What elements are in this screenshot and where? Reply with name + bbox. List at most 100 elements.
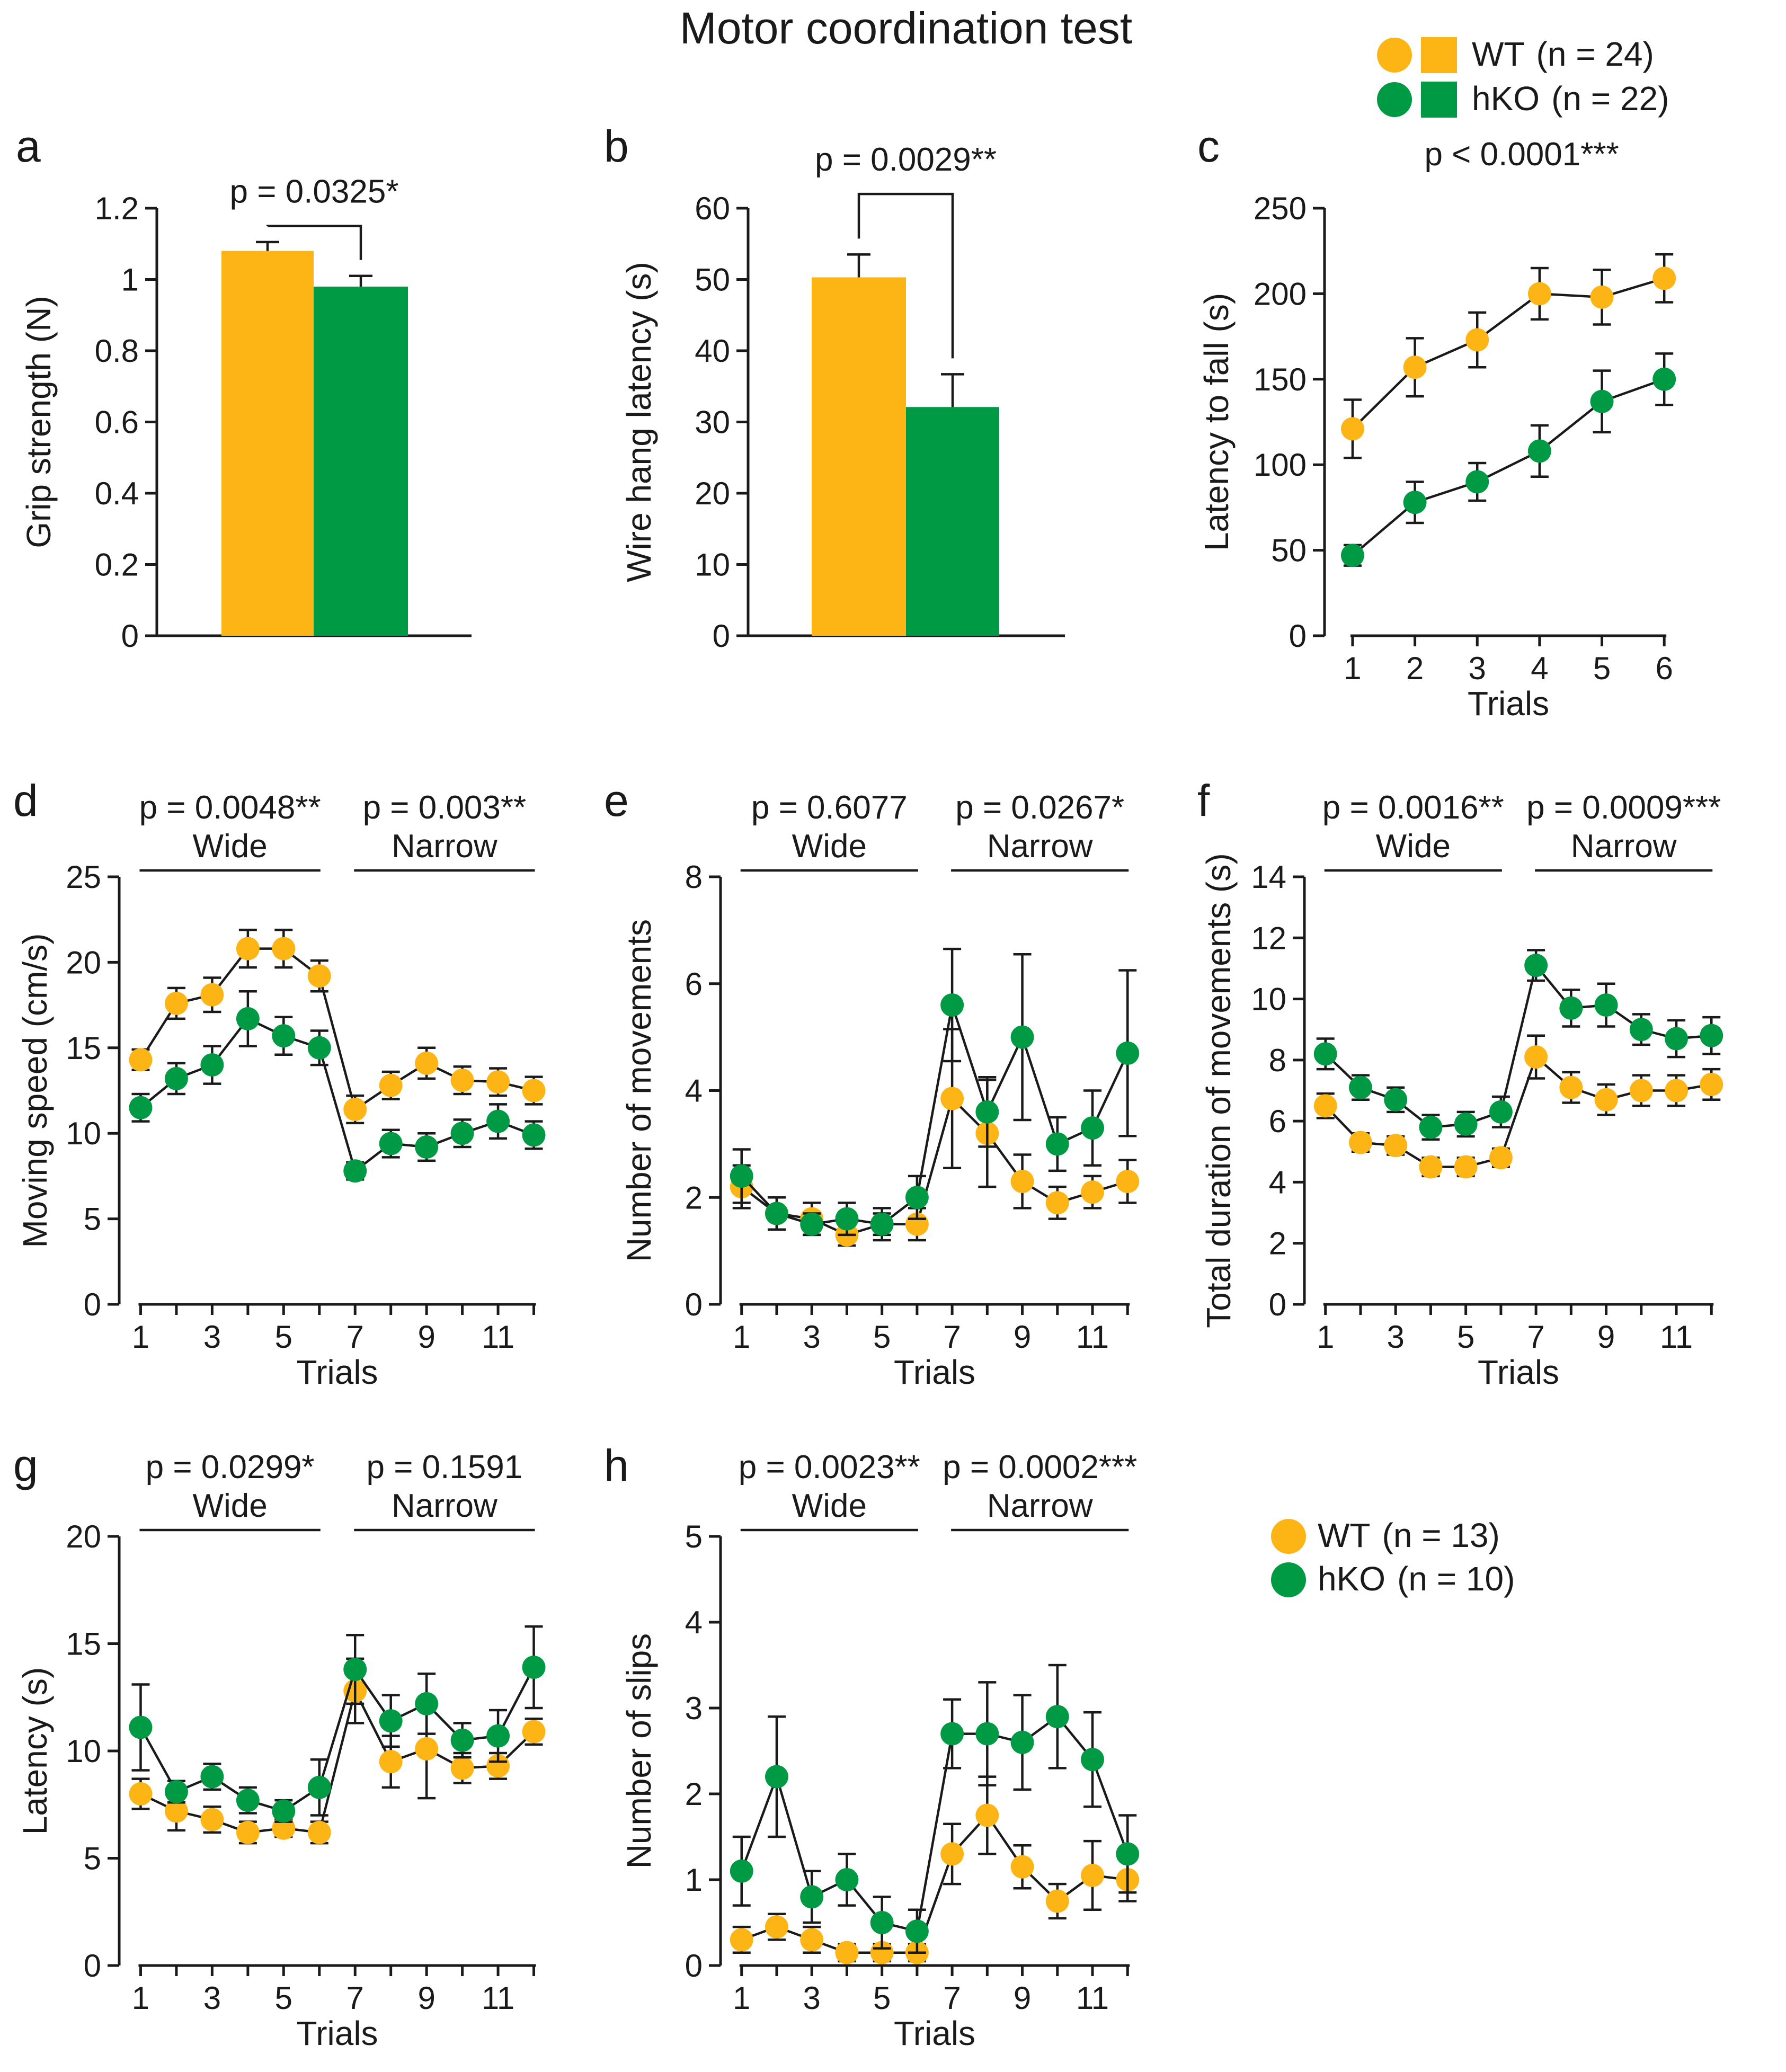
y-tick-label: 50 (695, 262, 730, 298)
bar-hko (906, 407, 999, 636)
legend-marker-circle-wt (1377, 38, 1412, 73)
data-point-wt (870, 1941, 894, 1964)
x-axis-title: Trials (1478, 1353, 1559, 1391)
data-point-hko (800, 1885, 824, 1909)
segment-p-value: p = 0.0002*** (943, 1449, 1137, 1486)
data-point-hko (870, 1212, 894, 1236)
data-point-hko (343, 1159, 367, 1183)
segment-p-value: p = 0.0299* (146, 1449, 315, 1486)
data-point-wt (1045, 1889, 1069, 1913)
y-tick-label: 250 (1254, 191, 1307, 226)
series-line-hko (740, 1715, 1129, 1933)
data-point-hko (129, 1096, 153, 1119)
data-point-wt (1700, 1072, 1723, 1096)
y-tick-label: 2 (685, 1180, 703, 1215)
data-point-hko (1045, 1132, 1069, 1156)
data-point-hko (905, 1919, 929, 1943)
segment-label: Narrow (392, 828, 497, 865)
series-line-wt (1352, 277, 1665, 430)
x-tick-label: 5 (275, 1980, 292, 2016)
x-tick-label: 4 (1531, 651, 1548, 686)
x-tick-label: 3 (803, 1319, 821, 1355)
data-point-wt (1629, 1079, 1653, 1102)
x-tick-label: 3 (203, 1980, 221, 2016)
data-point-wt (1419, 1155, 1443, 1179)
y-tick-label: 0.4 (95, 476, 139, 511)
x-tick-label: 2 (1406, 651, 1424, 686)
data-point-hko (1403, 491, 1427, 514)
data-point-wt (975, 1803, 999, 1827)
y-tick-label: 0 (84, 1287, 101, 1322)
panel-c: c 0 50 100 150 200 250 Latency to fall (s) 1 2 3 4 5… (1197, 121, 1676, 723)
y-tick-label: 0.2 (95, 547, 139, 583)
series-hko (730, 947, 1140, 1237)
data-point-hko (1340, 544, 1364, 567)
y-tick-label: 3 (685, 1691, 703, 1726)
y-tick-label: 2 (685, 1776, 703, 1812)
data-point-hko (1454, 1112, 1478, 1136)
data-point-wt (940, 1087, 964, 1110)
y-tick-label: 4 (685, 1073, 703, 1109)
data-point-wt (940, 1842, 964, 1866)
panel-letter: c (1197, 121, 1220, 171)
x-axis-title: Trials (296, 2014, 378, 2052)
data-point-hko (1559, 996, 1583, 1020)
x-tick-label: 3 (803, 1980, 821, 2016)
data-point-wt (835, 1941, 859, 1964)
data-point-wt (1010, 1855, 1034, 1879)
bar-wt (812, 277, 906, 636)
legend-n: (n = 24) (1536, 35, 1654, 73)
data-point-hko (1489, 1100, 1513, 1124)
series-line-hko (741, 1004, 1129, 1226)
panel-letter: f (1197, 776, 1210, 825)
data-point-wt (1652, 266, 1676, 290)
panel-e: e 0 2 4 6 8 Number of movements 1 3 5 7 9 11 Trials Wi… (604, 776, 1140, 1391)
y-tick-label: 5 (685, 1519, 703, 1554)
x-tick-label: 11 (1076, 1319, 1109, 1355)
data-point-hko (730, 1859, 753, 1883)
y-tick-label: 100 (1254, 447, 1307, 483)
legend-label-wt: WT (n = 13) (1318, 1516, 1500, 1554)
legend-label-hko: hKO (n = 10) (1318, 1560, 1515, 1598)
data-point-hko (1081, 1748, 1105, 1772)
y-tick-label: 0 (121, 618, 139, 654)
x-tick-label: 11 (1660, 1319, 1693, 1355)
data-point-hko (236, 1789, 260, 1812)
series-hko (129, 1625, 546, 1823)
data-point-wt (164, 991, 188, 1015)
y-tick-label: 20 (66, 945, 101, 980)
x-tick-label: 9 (417, 1980, 435, 2016)
x-tick-label: 1 (1317, 1319, 1334, 1355)
data-point-wt (730, 1928, 753, 1952)
panel-letter: g (13, 1440, 38, 1490)
data-point-hko (1419, 1115, 1443, 1139)
data-point-hko (129, 1715, 153, 1739)
x-axis-title: Trials (894, 1353, 975, 1391)
data-point-hko (975, 1722, 999, 1746)
segment-label: Narrow (987, 1488, 1093, 1524)
data-point-wt (1045, 1191, 1069, 1215)
data-point-hko (1465, 470, 1489, 494)
data-point-hko (415, 1692, 439, 1715)
panels: a 0 0.2 0.4 0.6 0.8 1 1.2 Grip strength (N) p = 0… (13, 121, 1723, 2052)
panel-b: b 0 10 20 30 40 50 60 Wire hang latency (s) p = 0… (604, 121, 1065, 654)
x-tick-label: 5 (275, 1319, 292, 1355)
y-tick-label: 6 (685, 966, 703, 1002)
data-point-wt (1590, 285, 1614, 309)
legend-n: (n = 13) (1382, 1516, 1500, 1554)
data-point-wt (1116, 1169, 1140, 1193)
data-point-hko (236, 1007, 260, 1030)
series-wt (129, 928, 546, 1125)
panel-letter: d (13, 776, 38, 825)
data-point-hko (164, 1780, 188, 1803)
data-point-hko (730, 1164, 753, 1188)
series-wt (1340, 253, 1676, 459)
bar-hko (314, 286, 408, 636)
data-point-wt (765, 1915, 788, 1939)
segment-label: Wide (792, 1488, 867, 1524)
y-tick-label: 1 (121, 262, 139, 298)
x-tick-label: 9 (1597, 1319, 1615, 1355)
y-axis-title: Total duration of movements (s) (1199, 853, 1238, 1328)
data-point-wt (272, 937, 296, 961)
data-point-hko (1665, 1027, 1689, 1051)
